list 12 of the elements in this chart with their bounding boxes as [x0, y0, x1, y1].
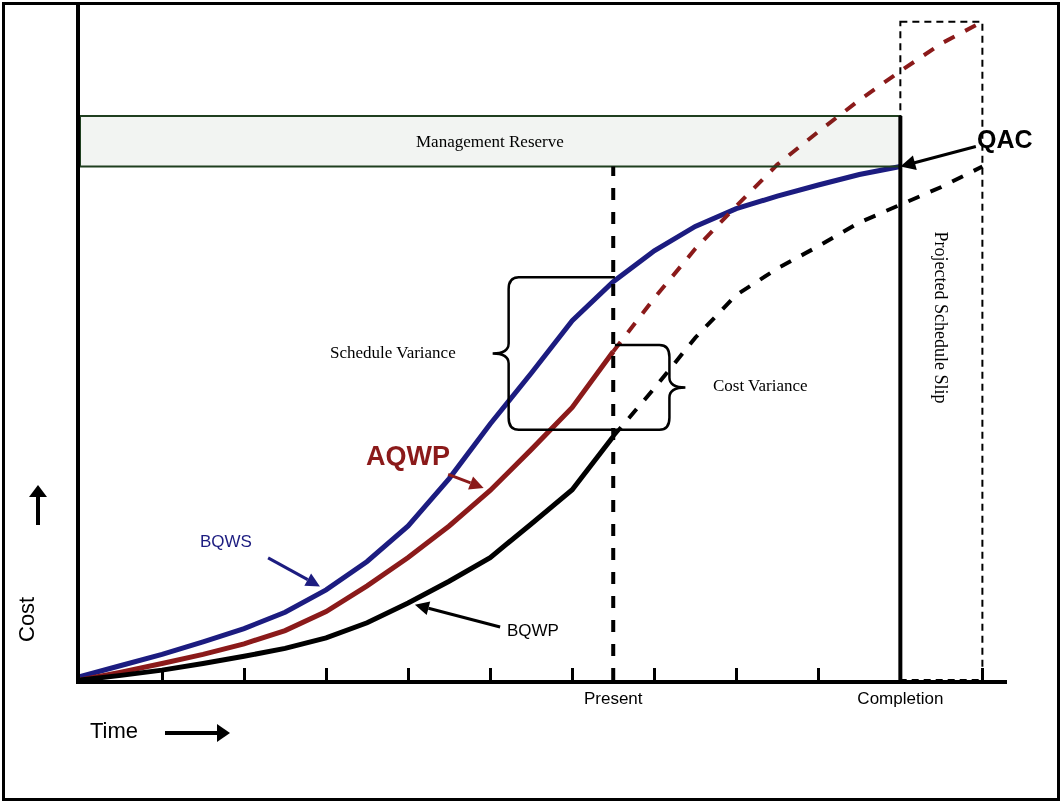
text: BQWS [200, 532, 252, 551]
annotation: Cost Variance [713, 376, 808, 395]
x-tick-label: Completion [857, 689, 944, 709]
text: BQWP [507, 621, 559, 640]
series-label: AQWP [366, 441, 450, 471]
y-axis-title: Cost [14, 596, 40, 642]
annotation: Projected Schedule Slip [931, 231, 952, 404]
x-axis-title: Time [90, 718, 139, 744]
annotation: Schedule Variance [330, 343, 456, 362]
annotation: QAC [977, 125, 1033, 153]
x-tick-label: Present [583, 689, 643, 709]
band-label: Management Reserve [416, 132, 564, 151]
